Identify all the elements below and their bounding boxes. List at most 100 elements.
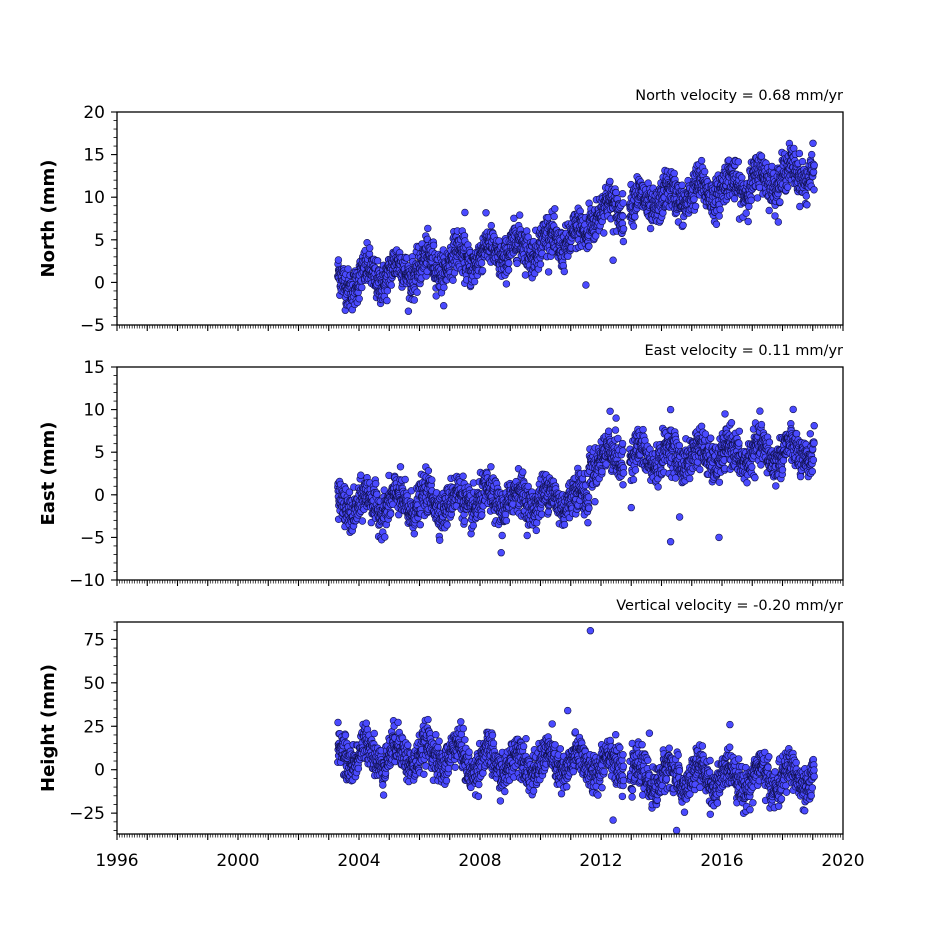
data-point xyxy=(592,498,599,505)
data-point xyxy=(748,197,755,204)
data-point xyxy=(523,228,530,235)
data-point xyxy=(620,225,627,232)
data-point xyxy=(772,483,779,490)
data-point xyxy=(519,469,526,476)
y-tick-label: −5 xyxy=(80,316,105,336)
data-point xyxy=(483,209,490,216)
data-point xyxy=(551,213,558,220)
data-point xyxy=(779,466,786,473)
data-point xyxy=(743,210,750,217)
data-point xyxy=(811,162,818,169)
data-point xyxy=(537,261,544,268)
data-point xyxy=(436,537,443,544)
data-point xyxy=(676,442,683,449)
data-point xyxy=(499,532,506,539)
data-point xyxy=(722,411,729,418)
data-point xyxy=(620,481,627,488)
data-point xyxy=(735,158,742,165)
data-point xyxy=(522,272,529,279)
data-point xyxy=(411,297,418,304)
data-point xyxy=(551,205,558,212)
data-point xyxy=(488,222,495,229)
data-point xyxy=(793,430,800,437)
data-point xyxy=(425,467,432,474)
data-point xyxy=(510,501,517,508)
data-point xyxy=(545,214,552,221)
data-point xyxy=(372,480,379,487)
north-axes-frame xyxy=(117,112,843,325)
data-point xyxy=(411,530,418,537)
data-point xyxy=(345,266,352,273)
data-point xyxy=(440,302,447,309)
data-point xyxy=(640,426,647,433)
data-point xyxy=(357,472,364,479)
data-point xyxy=(803,193,810,200)
data-point xyxy=(374,491,381,498)
data-point xyxy=(748,464,755,471)
data-point xyxy=(752,474,759,481)
data-point xyxy=(374,257,381,264)
data-point xyxy=(757,408,764,415)
data-point xyxy=(516,212,523,219)
data-point xyxy=(630,476,637,483)
data-point xyxy=(612,427,619,434)
data-point xyxy=(804,201,811,208)
data-point xyxy=(450,277,457,284)
data-point xyxy=(619,448,626,455)
data-point xyxy=(698,157,705,164)
data-point xyxy=(387,511,394,518)
data-point xyxy=(397,463,404,470)
data-point xyxy=(524,532,531,539)
data-point xyxy=(707,435,714,442)
data-point xyxy=(381,534,388,541)
data-point xyxy=(613,189,620,196)
data-point xyxy=(402,476,409,483)
data-point xyxy=(561,521,568,528)
data-point xyxy=(586,243,593,250)
data-point xyxy=(424,225,431,232)
data-point xyxy=(388,282,395,289)
data-point xyxy=(505,260,512,267)
data-point xyxy=(679,182,686,189)
data-point xyxy=(766,439,773,446)
data-point xyxy=(632,467,639,474)
north-points xyxy=(334,140,817,315)
data-point xyxy=(585,519,592,526)
data-point xyxy=(417,521,424,528)
outlier-point xyxy=(610,257,617,264)
data-point xyxy=(655,484,662,491)
data-point xyxy=(686,475,693,482)
data-point xyxy=(632,213,639,220)
data-point xyxy=(505,267,512,274)
data-point xyxy=(384,297,391,304)
data-point xyxy=(620,470,627,477)
data-point xyxy=(758,462,765,469)
data-point xyxy=(775,219,782,226)
data-point xyxy=(717,206,724,213)
data-point xyxy=(359,518,366,525)
data-point xyxy=(514,260,521,267)
data-point xyxy=(335,257,342,264)
y-tick-label: 0 xyxy=(94,273,105,293)
data-point xyxy=(784,184,791,191)
data-point xyxy=(605,428,612,435)
data-point xyxy=(808,151,815,158)
data-point xyxy=(358,284,365,291)
data-point xyxy=(545,269,552,276)
data-point xyxy=(777,199,784,206)
data-point xyxy=(461,518,468,525)
data-point xyxy=(607,178,614,185)
data-point xyxy=(479,267,486,274)
data-point xyxy=(533,527,540,534)
data-point xyxy=(766,207,773,214)
data-point xyxy=(600,230,607,237)
data-point xyxy=(478,260,485,267)
data-point xyxy=(470,522,477,529)
y-tick-label: 15 xyxy=(83,146,105,166)
data-point xyxy=(503,281,510,288)
data-point xyxy=(619,440,626,447)
data-point xyxy=(561,268,568,275)
